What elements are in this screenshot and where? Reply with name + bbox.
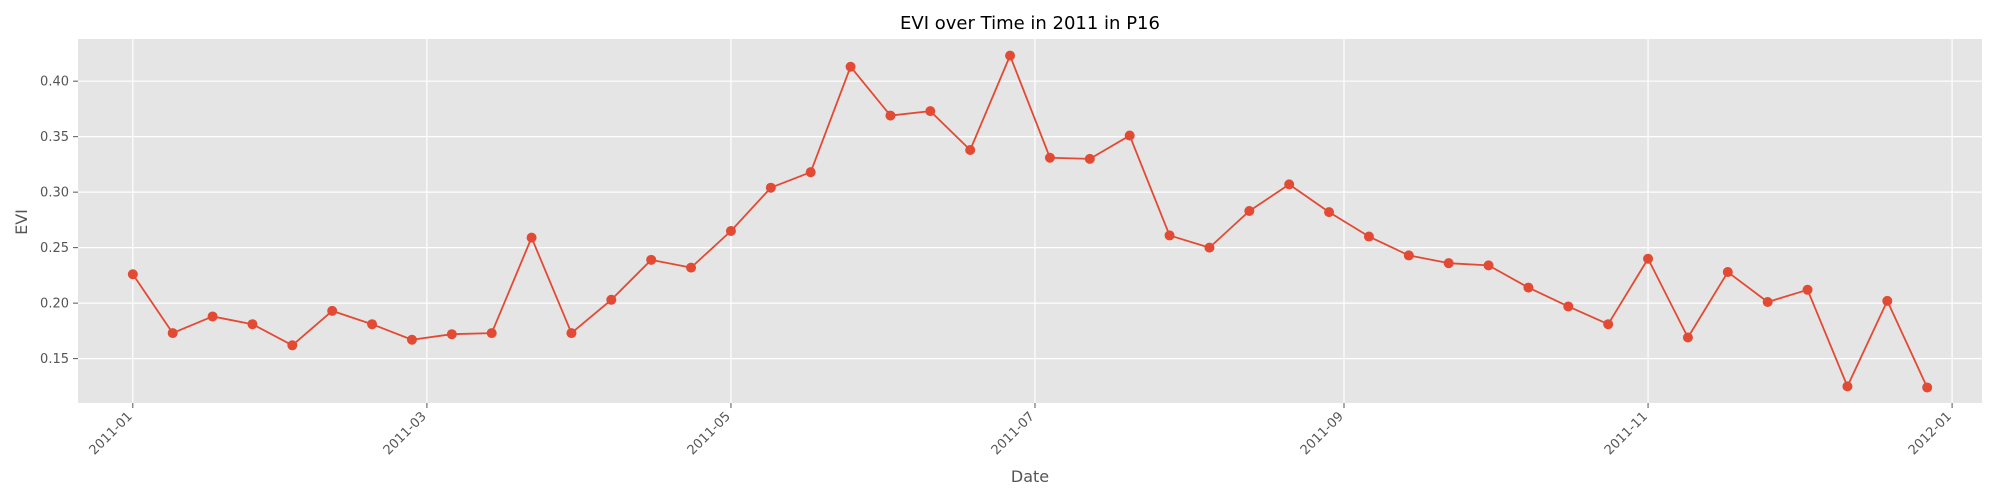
data-point — [446, 329, 457, 340]
data-point — [1922, 382, 1933, 393]
data-point — [885, 110, 896, 121]
plot-area-background — [78, 39, 1982, 403]
data-point — [526, 232, 537, 243]
data-point — [1044, 152, 1055, 163]
data-point — [805, 167, 816, 178]
data-point — [1842, 381, 1853, 392]
y-tick-label: 0.25 — [40, 241, 69, 256]
data-point — [1244, 206, 1255, 217]
y-tick-label: 0.40 — [40, 75, 69, 90]
series-line — [132, 54, 1928, 388]
y-axis-label: EVI — [12, 209, 31, 235]
x-axis-label: Date — [1011, 467, 1049, 486]
data-point — [1443, 258, 1454, 269]
data-point — [1882, 295, 1893, 306]
data-point — [1643, 253, 1654, 264]
data-point — [1084, 153, 1095, 164]
y-tick-label: 0.30 — [40, 186, 69, 201]
data-point — [1722, 267, 1733, 278]
data-point — [1363, 231, 1374, 242]
data-point — [1603, 319, 1614, 330]
chart-title: EVI over Time in 2011 in P16 — [900, 13, 1160, 34]
data-point — [845, 61, 856, 72]
y-tick-label: 0.15 — [40, 352, 69, 367]
data-point — [167, 328, 178, 339]
data-point — [725, 225, 736, 236]
data-point — [1005, 50, 1016, 61]
data-point — [1204, 242, 1215, 253]
y-tick-label: 0.35 — [40, 130, 69, 145]
data-point — [327, 305, 338, 316]
data-point — [287, 340, 298, 351]
data-point — [646, 254, 657, 265]
data-point — [925, 106, 936, 117]
data-point — [1563, 301, 1574, 312]
data-point — [1523, 282, 1534, 293]
data-point — [965, 144, 976, 155]
data-point — [1682, 332, 1693, 343]
data-point — [566, 328, 577, 339]
data-point — [686, 262, 697, 273]
data-point — [765, 182, 776, 193]
data-point — [1483, 260, 1494, 271]
data-series — [127, 50, 1933, 393]
data-point — [207, 311, 218, 322]
data-point — [1403, 250, 1414, 261]
data-point — [247, 319, 258, 330]
data-point — [1802, 284, 1813, 295]
data-point — [1164, 230, 1175, 241]
data-point — [1762, 297, 1773, 308]
data-point — [606, 294, 617, 305]
data-point — [1124, 130, 1135, 141]
y-tick-label: 0.20 — [40, 297, 69, 312]
data-point — [406, 334, 417, 345]
data-point — [367, 319, 378, 330]
data-point — [1324, 207, 1335, 218]
data-point — [1284, 179, 1295, 190]
data-point — [127, 269, 138, 280]
data-point — [486, 328, 497, 339]
